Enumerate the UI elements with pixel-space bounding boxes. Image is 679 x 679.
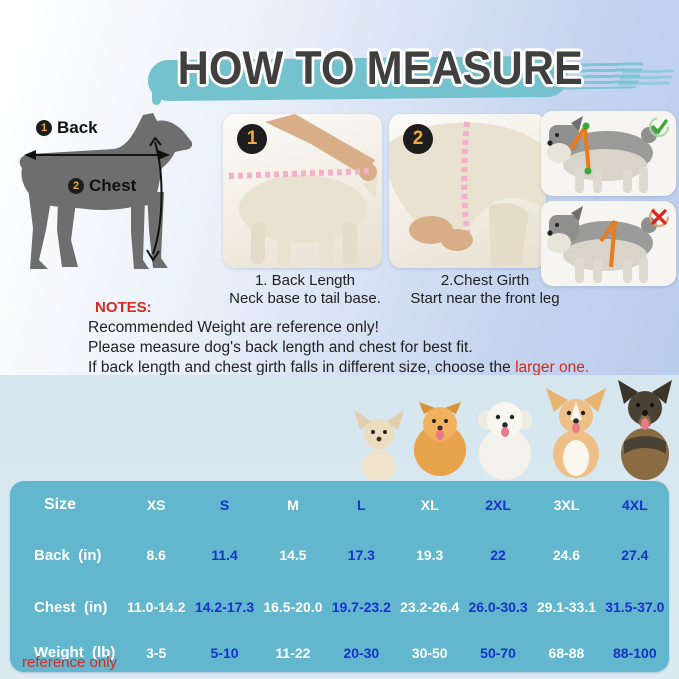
column-header: L: [357, 497, 366, 513]
table-cell: 23.2-26.4: [400, 599, 460, 615]
table-cell: 11.0-14.2: [126, 599, 186, 615]
column-header: XL: [420, 497, 439, 513]
measure-diagram: 1 Back 2 Chest: [6, 110, 220, 298]
step1-photo: 1: [223, 114, 382, 268]
dog-silhouette: [19, 113, 193, 269]
table-cell: 19.3: [416, 547, 444, 563]
row-label-weight: Weight (lb): [34, 644, 116, 661]
chest-girth-arrow: [146, 136, 163, 262]
back-length-arrow: [24, 150, 170, 160]
column-header: Size: [44, 496, 77, 513]
table-cell: 16.5-20.0: [263, 599, 323, 615]
table-cell: 14.5: [279, 547, 307, 563]
note-line-3-text: If back length and chest girth falls in …: [88, 359, 516, 376]
table-cell: 17.3: [347, 547, 375, 563]
table-cell: 29.1-33.1: [536, 599, 597, 615]
table-cell: 27.4: [621, 547, 649, 563]
table-cell: 20-30: [343, 644, 380, 661]
page-title: HOW TO MEASURE: [177, 41, 583, 94]
table-cell: 19.7-23.2: [331, 599, 391, 615]
column-header: 4XL: [621, 497, 648, 513]
table-cell: 11-22: [275, 644, 311, 661]
harness-strap: [569, 125, 591, 174]
table-cell: 5-10: [210, 644, 239, 661]
table-cell: 24.6: [552, 547, 581, 563]
table-cell: 26.0-30.3: [468, 599, 528, 615]
step2-caption-line2: Start near the front leg: [410, 290, 560, 307]
step2-caption-line1: 2.Chest Girth: [440, 272, 530, 289]
column-header: M: [287, 497, 299, 513]
note-line-3-highlight: larger one.: [515, 359, 590, 376]
note-line-3: If back length and chest girth falls in …: [88, 359, 589, 377]
column-header: 3XL: [553, 497, 580, 513]
back-label: 1 Back: [36, 118, 98, 138]
table-cell: 50-70: [480, 644, 516, 661]
table-cell: 30-50: [411, 644, 448, 661]
step1-badge: 1: [237, 124, 267, 154]
check-icon: [649, 117, 669, 137]
size-chart-table: Size XS S M L XL 2XL 3XL 4XL Back (in) 8…: [10, 481, 669, 672]
step1-caption-line2: Neck base to tail base.: [229, 290, 381, 307]
dog-photo-chihuahua: [354, 410, 404, 480]
dog-lineup: [352, 380, 676, 480]
chest-number-badge: 2: [68, 178, 84, 194]
table-cell: 22: [490, 547, 506, 563]
note-line-1: Recommended Weight are reference only!: [88, 319, 379, 336]
dog-photo-bichon: [478, 402, 532, 480]
table-footnote: reference only: [22, 654, 118, 671]
step1-caption: 1. Back Length Neck base to tail base.: [215, 272, 395, 308]
cross-icon: [649, 207, 669, 227]
note-line-2: Please measure dog's back length and che…: [88, 339, 473, 356]
table-cell: 8.6: [146, 547, 166, 563]
chest-label: 2 Chest: [68, 176, 136, 196]
dog-photo-pomeranian: [413, 402, 466, 476]
dog-photo-german-shepherd: [618, 380, 672, 480]
table-cell: 14.2-17.3: [194, 599, 255, 615]
table-cell: 31.5-37.0: [605, 599, 665, 615]
brush-drip: [152, 92, 161, 105]
column-header: 2XL: [485, 497, 511, 513]
back-number-badge: 1: [36, 120, 52, 136]
step2-photo: 2: [389, 114, 546, 268]
mannequin-back-measure: [228, 114, 378, 266]
table-cell: 68-88: [548, 644, 585, 661]
table-cell: 11.4: [211, 547, 238, 563]
step2-badge: 2: [403, 124, 433, 154]
chest-label-text: Chest: [89, 176, 137, 195]
table-cell: 88-100: [613, 644, 657, 661]
row-label-chest: Chest (in): [34, 598, 108, 616]
step2-caption: 2.Chest Girth Start near the front leg: [395, 272, 575, 308]
column-header: S: [219, 497, 230, 513]
notes-heading: NOTES:: [95, 299, 152, 316]
mannequin-chest-measure: [389, 121, 546, 266]
schnauzer-wrong: [547, 206, 657, 283]
measuring-tape: [228, 168, 374, 179]
column-header: XS: [146, 497, 166, 513]
row-label-back: Back (in): [34, 546, 102, 564]
table-cell: 3-5: [146, 644, 167, 661]
step1-caption-line1: 1. Back Length: [254, 272, 356, 289]
harness-strap: [599, 219, 617, 268]
back-label-text: Back: [57, 118, 98, 137]
dog-photo-corgi: [545, 388, 606, 478]
brush-speckle: [617, 69, 675, 87]
correct-fit-photo: [541, 111, 676, 196]
wrong-fit-photo: [541, 201, 676, 286]
schnauzer-correct: [547, 116, 657, 193]
